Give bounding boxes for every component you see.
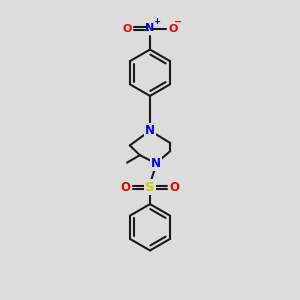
Text: S: S: [145, 181, 155, 194]
Text: +: +: [153, 17, 160, 26]
Text: O: O: [122, 24, 132, 34]
Text: −: −: [175, 17, 183, 27]
Text: N: N: [145, 124, 155, 137]
Text: O: O: [169, 181, 180, 194]
Text: O: O: [168, 24, 178, 34]
Text: N: N: [151, 157, 161, 170]
Text: O: O: [120, 181, 130, 194]
Text: N: N: [146, 22, 154, 33]
